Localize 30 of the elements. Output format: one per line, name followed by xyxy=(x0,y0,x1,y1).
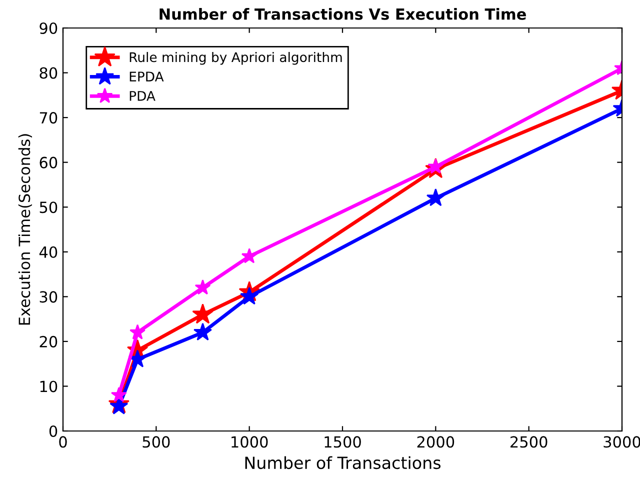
x-tick-label: 0 xyxy=(59,436,67,448)
chart-title: Number of Transactions Vs Execution Time xyxy=(160,8,526,20)
y-tick-label: 0 xyxy=(49,425,58,438)
y-tick-label: 20 xyxy=(40,336,58,348)
y-tick-label: 70 xyxy=(40,112,58,124)
y-tick-label: 40 xyxy=(39,246,58,258)
x-tick-label: 1000 xyxy=(232,436,268,448)
legend-label: EPDA xyxy=(130,72,164,82)
x-tick-label: 2000 xyxy=(417,436,454,448)
y-axis-title: Execution Time(Seconds) xyxy=(18,134,32,325)
x-tick-label: 2500 xyxy=(510,436,548,448)
y-tick-label: 60 xyxy=(40,156,58,168)
x-tick-label: 3000 xyxy=(604,436,640,448)
point xyxy=(130,324,146,340)
y-tick-label: 30 xyxy=(40,291,58,303)
x-axis-title: Number of Transactions xyxy=(245,456,441,470)
point xyxy=(192,303,214,324)
point xyxy=(194,279,211,295)
point xyxy=(110,386,127,402)
x-tick-label: 500 xyxy=(142,436,170,448)
point xyxy=(240,286,259,305)
x-tick-label: 1500 xyxy=(324,436,361,448)
legend-label: PDA xyxy=(130,91,156,101)
y-tick-label: 90 xyxy=(40,22,58,34)
point xyxy=(193,322,212,340)
point xyxy=(241,248,258,264)
y-tick-label: 80 xyxy=(40,67,58,79)
legend-label: Rule mining by Apriori algorithm xyxy=(130,52,342,65)
y-tick-label: 50 xyxy=(40,202,58,214)
y-tick-label: 10 xyxy=(40,380,58,392)
